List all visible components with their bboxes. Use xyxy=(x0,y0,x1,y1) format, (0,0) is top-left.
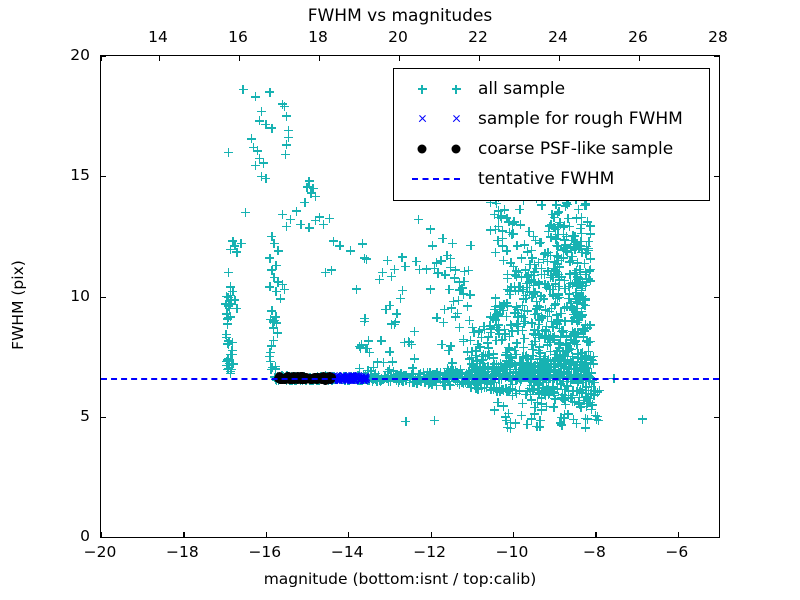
y-tick-right xyxy=(714,56,719,58)
x-tick-bottom xyxy=(183,532,185,537)
x-tick-label-top: 18 xyxy=(308,28,328,46)
legend-item-all-sample: all sample xyxy=(394,74,709,104)
x-tick-bottom xyxy=(101,532,103,537)
x-tick-label-bottom: −6 xyxy=(665,543,689,561)
x-tick-bottom xyxy=(348,532,350,537)
y-tick-right xyxy=(714,296,719,298)
x-tick-label-top: 16 xyxy=(228,28,248,46)
legend-label-tentative-fwhm: tentative FWHM xyxy=(478,169,615,189)
x-tick-bottom xyxy=(430,532,432,537)
x-tick-label-bottom: −18 xyxy=(166,543,199,561)
dot-icon xyxy=(451,144,461,154)
dashed-line-icon xyxy=(412,178,460,180)
legend-handle-tentative-fwhm xyxy=(400,167,478,191)
x-tick-label-top: 22 xyxy=(468,28,488,46)
x-tick-label-bottom: −14 xyxy=(330,543,364,561)
legend-item-rough-sample: sample for rough FWHM xyxy=(394,104,709,134)
x-tick-top xyxy=(399,56,401,61)
x-tick-label-bottom: −8 xyxy=(582,543,606,561)
y-tick-right xyxy=(714,416,719,418)
x-tick-top xyxy=(239,56,241,61)
y-tick-label: 0 xyxy=(80,527,90,545)
x-tick-label-top: 28 xyxy=(708,28,728,46)
chart-legend: all sample sample for rough FWHM coarse … xyxy=(393,68,710,201)
dot-icon xyxy=(417,144,427,154)
y-tick-right xyxy=(714,176,719,178)
legend-item-tentative-fwhm: tentative FWHM xyxy=(394,164,709,194)
x-tick-top xyxy=(639,56,641,61)
legend-label-rough-sample: sample for rough FWHM xyxy=(478,109,683,129)
legend-item-psf-sample: coarse PSF-like sample xyxy=(394,134,709,164)
y-axis-title: FWHM (pix) xyxy=(9,260,27,350)
x-tick-top xyxy=(479,56,481,61)
x-tick-label-top: 26 xyxy=(628,28,648,46)
x-tick-top xyxy=(101,56,103,61)
y-tick-left xyxy=(101,176,106,178)
legend-handle-rough-sample xyxy=(400,107,478,131)
x-tick-top xyxy=(559,56,561,61)
x-tick-label-bottom: −10 xyxy=(495,543,529,561)
x-tick-bottom xyxy=(677,532,679,537)
y-tick-label: 15 xyxy=(70,166,90,185)
y-tick-left xyxy=(101,296,106,298)
y-tick-label: 20 xyxy=(70,46,90,64)
x-tick-top xyxy=(159,56,161,61)
x-axis-title: magnitude (bottom:isnt / top:calib) xyxy=(263,570,537,588)
legend-handle-all-sample xyxy=(400,77,478,101)
y-tick-label: 10 xyxy=(70,286,90,305)
x-tick-label-bottom: −20 xyxy=(83,543,117,561)
y-tick-left xyxy=(101,416,106,418)
x-tick-label-bottom: −12 xyxy=(413,543,446,561)
chart-title: FWHM vs magnitudes xyxy=(307,6,493,26)
x-tick-top xyxy=(319,56,321,61)
y-tick-left xyxy=(101,56,106,58)
tentative-fwhm-line xyxy=(101,378,719,381)
x-tick-bottom xyxy=(265,532,267,537)
data-point-dot xyxy=(297,372,307,382)
legend-label-psf-sample: coarse PSF-like sample xyxy=(478,139,674,159)
x-tick-label-bottom: −16 xyxy=(248,543,282,561)
x-tick-top xyxy=(719,56,721,61)
x-tick-bottom xyxy=(513,532,515,537)
x-tick-label-top: 14 xyxy=(148,28,168,46)
x-tick-label-top: 20 xyxy=(388,28,408,46)
y-tick-left xyxy=(101,537,106,539)
x-tick-bottom xyxy=(595,532,597,537)
legend-label-all-sample: all sample xyxy=(478,79,566,99)
y-tick-right xyxy=(714,537,719,539)
legend-handle-psf-sample xyxy=(400,137,478,161)
x-tick-label-top: 24 xyxy=(548,28,568,46)
y-tick-label: 5 xyxy=(80,406,90,425)
